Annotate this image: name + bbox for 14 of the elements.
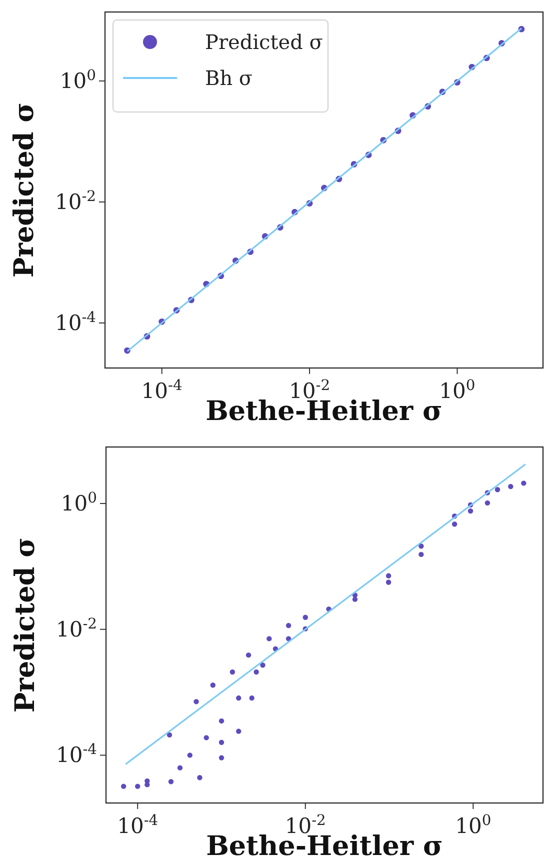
x-tick-label: 10$^{0}$ [455,812,492,838]
y-tick-label: 10$^{-4}$ [56,740,97,768]
y-axis-title: Predicted σ [9,102,40,278]
x-tick-label: 10$^{-4}$ [117,812,158,838]
y-tick-label: 10$^{0}$ [60,66,96,93]
y-tick-label: 10$^{-4}$ [54,308,96,335]
x-tick-label: 10$^{0}$ [439,376,476,403]
y-tick-label: 10$^{-2}$ [54,187,96,214]
y-axis-title: Predicted σ [10,537,41,713]
y-tick-label: 10$^{-2}$ [56,614,97,642]
y-tick-label: 10$^{0}$ [60,488,97,516]
legend-label: Bh σ [205,66,253,90]
x-tick-label: 10$^{-4}$ [141,376,182,403]
legend-label: Predicted σ [205,30,324,54]
